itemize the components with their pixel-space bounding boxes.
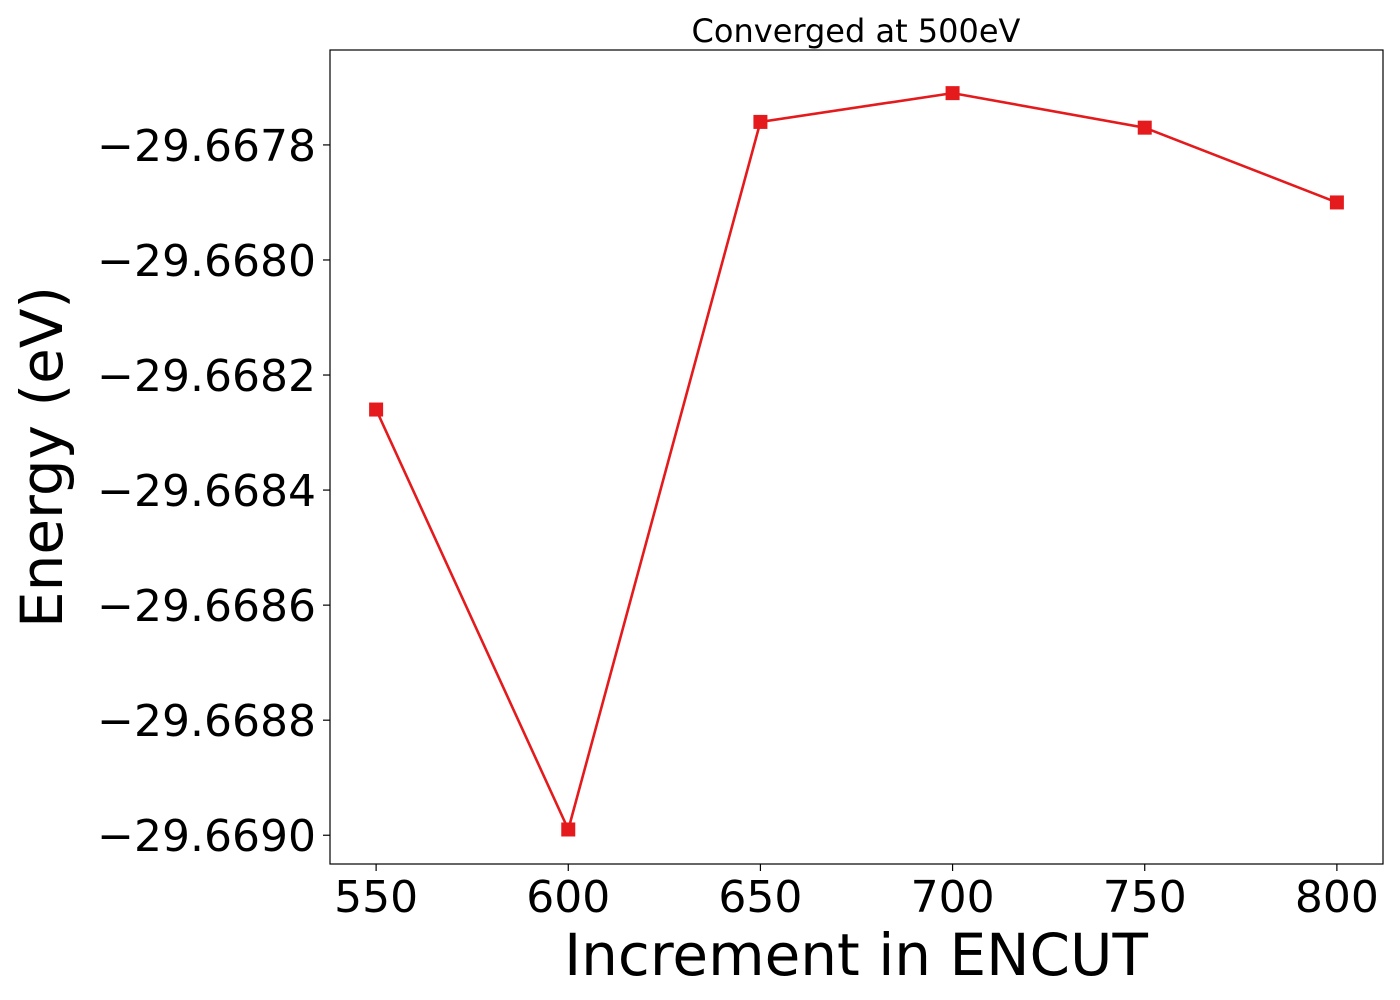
plot-area [329,49,1384,865]
y-axis-label: Energy (eV) [8,286,76,628]
x-axis-label: Increment in ENCUT [564,921,1148,989]
data-point [1137,120,1152,135]
y-tick-label: −29.6688 [97,696,316,747]
x-tick-label: 750 [1103,872,1187,923]
x-tick-label: 700 [911,872,995,923]
data-point [561,822,576,837]
series-line [374,91,1338,831]
x-tick-label: 600 [526,872,610,923]
x-tick-label: 550 [334,872,418,923]
y-axis: −29.6678 −29.6680 −29.6682 −29.6684 −29.6686… [97,121,330,862]
chart-title: Converged at 500eV [692,12,1021,50]
y-tick-label: −29.6682 [97,351,316,402]
data-point [369,402,384,417]
y-tick-label: −29.6680 [97,236,316,287]
data-point [945,86,960,101]
x-tick-label: 800 [1295,872,1379,923]
y-tick-label: −29.6684 [97,466,316,517]
data-point [1329,195,1344,210]
plot-frame [329,49,1384,865]
y-tick-label: −29.6678 [97,121,316,172]
y-tick-label: −29.6686 [97,581,316,632]
x-tick-label: 650 [718,872,802,923]
data-point [753,114,768,129]
y-tick-label: −29.6690 [97,811,316,862]
x-axis: 550 600 650 700 750 800 [334,864,1379,923]
